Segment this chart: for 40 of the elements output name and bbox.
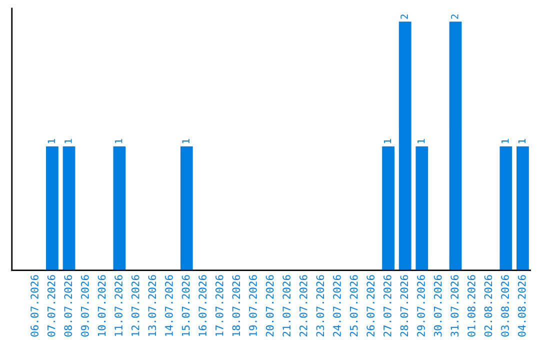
x-tick-label: 18.07.2026 <box>232 275 240 336</box>
x-tick-label: 08.07.2026 <box>64 275 72 336</box>
x-tick-label: 30.07.2026 <box>434 275 442 336</box>
x-tick-label: 04.08.2026 <box>518 275 526 336</box>
x-tick-label: 24.07.2026 <box>333 275 341 336</box>
x-tick-label: 10.07.2026 <box>98 275 106 336</box>
x-tick-label: 31.07.2026 <box>450 275 459 336</box>
x-tick-label: 23.07.2026 <box>316 275 324 336</box>
x-tick-label: 14.07.2026 <box>165 275 173 336</box>
data-label: 1 <box>64 139 72 144</box>
x-tick-label: 21.07.2026 <box>282 275 291 336</box>
x-tick-label: 15.07.2026 <box>182 275 190 336</box>
x-tick-label: 20.07.2026 <box>266 275 274 336</box>
x-tick-label: 02.08.2026 <box>484 275 492 336</box>
x-tick-label: 28.07.2026 <box>400 275 408 336</box>
x-tick-label: 17.07.2026 <box>215 275 224 336</box>
x-tick-label: 01.08.2026 <box>467 275 476 336</box>
x-tick-label: 09.07.2026 <box>80 275 89 336</box>
data-label: 1 <box>418 139 425 144</box>
data-label: 1 <box>48 139 55 144</box>
x-tick-label: 11.07.2026 <box>114 275 122 336</box>
x-tick-label: 25.07.2026 <box>350 275 358 336</box>
x-tick-label: 03.08.2026 <box>501 275 509 336</box>
data-label: 1 <box>115 139 122 144</box>
x-tick-label: 27.07.2026 <box>383 275 392 336</box>
x-tick-label: 22.07.2026 <box>299 275 308 336</box>
x-tick-label: 13.07.2026 <box>148 275 156 336</box>
x-tick-label: 07.07.2026 <box>47 275 56 336</box>
data-label: 1 <box>182 139 190 144</box>
x-tick-label: 26.07.2026 <box>366 275 375 336</box>
data-label: 2 <box>450 14 458 19</box>
x-tick-label: 29.07.2026 <box>417 275 425 336</box>
x-tick-label: 12.07.2026 <box>131 275 140 336</box>
data-label: 1 <box>384 139 391 144</box>
x-tick-label: 06.07.2026 <box>30 275 38 336</box>
data-label: 1 <box>518 139 526 144</box>
x-tick-label: 16.07.2026 <box>198 275 206 336</box>
data-label: 1 <box>502 139 509 144</box>
x-tick-label: 19.07.2026 <box>249 275 257 336</box>
data-label: 2 <box>400 14 408 19</box>
